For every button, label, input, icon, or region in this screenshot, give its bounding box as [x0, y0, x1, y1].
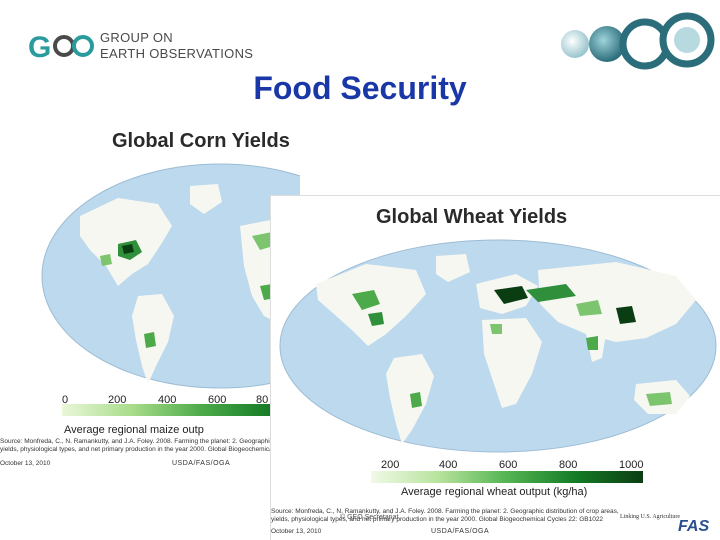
corn-tick: 400 [158, 394, 177, 406]
fas-logo: Linking U.S. Agriculture FAS [620, 508, 720, 540]
corn-figure-title: Global Corn Yields [112, 130, 290, 152]
wheat-world-map [279, 239, 717, 453]
corn-tick: 200 [108, 394, 127, 406]
corn-legend-caption: Average regional maize outp [64, 424, 204, 436]
corn-tick: 0 [62, 394, 69, 406]
corn-world-map [41, 163, 300, 389]
corn-date: October 13, 2010 [0, 460, 51, 467]
geo-logo-icon: G [28, 31, 94, 62]
corn-yield-figure: Global Corn Yields 0 200 400 600 80 [0, 118, 300, 478]
wheat-yield-figure: Global Wheat Yields [270, 195, 720, 540]
org-name-line2: EARTH OBSERVATIONS [100, 46, 254, 61]
wheat-color-scale [371, 471, 643, 483]
wheat-org-credit: USDA/FAS/OGA [431, 528, 490, 535]
org-name-line1: GROUP ON [100, 30, 173, 45]
copyright-notice: © GEO Secretariat [340, 514, 399, 521]
corn-color-scale [62, 404, 272, 416]
fas-logo-text: FAS [678, 518, 710, 535]
geo-logo: G GROUP ON EARTH OBSERVATIONS [28, 28, 253, 64]
corn-tick: 80 [256, 394, 269, 406]
wheat-tick: 800 [559, 459, 578, 471]
corn-legend-ticks: 0 200 400 600 80 [58, 394, 278, 408]
wheat-figure-title: Global Wheat Yields [376, 206, 568, 228]
wheat-tick: 400 [439, 459, 458, 471]
fas-tagline: Linking U.S. Agriculture [620, 514, 680, 520]
svg-text:G: G [28, 31, 51, 62]
slide-title: Food Security [253, 70, 467, 106]
wheat-legend-caption: Average regional wheat output (kg/ha) [401, 486, 588, 498]
wheat-tick: 1000 [619, 459, 644, 471]
wheat-source-note: Source: Monfreda, C., N. Ramankutty, and… [271, 508, 619, 523]
wheat-tick: 200 [381, 459, 400, 471]
corn-org-credit: USDA/FAS/OGA [172, 460, 231, 467]
wheat-legend-ticks: 200 400 600 800 1000 [381, 459, 681, 473]
wheat-tick: 600 [499, 459, 518, 471]
corn-tick: 600 [208, 394, 227, 406]
wheat-date: October 13, 2010 [271, 528, 322, 535]
corn-source-note: Source: Monfreda, C., N. Ramankutty, and… [0, 438, 275, 453]
decorative-circles-icon [561, 12, 715, 70]
